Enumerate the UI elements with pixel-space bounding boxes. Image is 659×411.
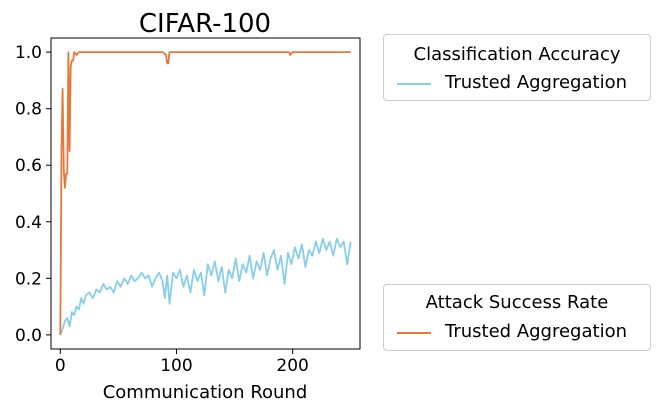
y-tick-label: 0.8 bbox=[15, 100, 42, 120]
plot-frame bbox=[50, 37, 361, 350]
ticks-layer: 0 100 200 0.0 0.2 0.4 0.6 0.8 1.0 bbox=[15, 43, 309, 376]
legend-attack-success-rate: Attack Success Rate Trusted Aggregation bbox=[383, 284, 651, 351]
legend-swatch-attack bbox=[397, 332, 431, 334]
legend-classification-accuracy: Classification Accuracy Trusted Aggregat… bbox=[383, 34, 651, 101]
series-layer bbox=[59, 51, 352, 336]
legend-swatch-accuracy bbox=[397, 83, 431, 85]
legend-entry-label: Trusted Aggregation bbox=[445, 321, 627, 342]
y-tick-label: 0.4 bbox=[15, 213, 42, 233]
chart-title: CIFAR-100 bbox=[139, 9, 271, 39]
series-line-classification-accuracy bbox=[59, 237, 352, 336]
y-tick-label: 0.6 bbox=[15, 156, 42, 176]
x-tick-label: 200 bbox=[276, 356, 308, 376]
series-line-attack-success-rate bbox=[59, 51, 351, 335]
x-axis-label: Communication Round bbox=[103, 382, 308, 403]
y-tick-label: 0.2 bbox=[15, 269, 42, 289]
x-tick-label: 100 bbox=[160, 356, 192, 376]
legend-title: Attack Success Rate bbox=[425, 292, 609, 313]
y-tick-label: 0.0 bbox=[15, 326, 42, 346]
legend-title: Classification Accuracy bbox=[413, 44, 621, 65]
y-tick-label: 1.0 bbox=[15, 43, 42, 63]
x-tick-label: 0 bbox=[55, 356, 66, 376]
legend-entry-label: Trusted Aggregation bbox=[445, 72, 627, 93]
